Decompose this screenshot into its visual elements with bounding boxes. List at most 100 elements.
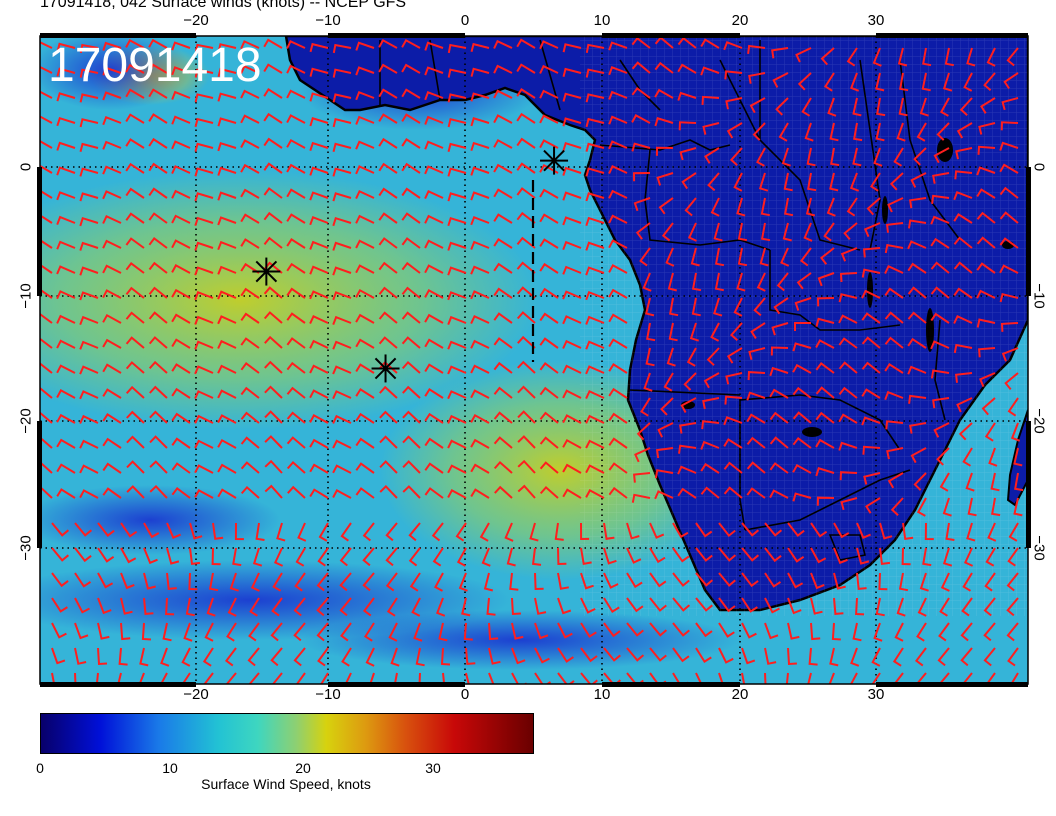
wind-barb — [608, 387, 628, 399]
wind-barb — [138, 672, 145, 684]
wind-barb — [56, 67, 76, 77]
wind-barb — [944, 47, 954, 67]
wind-barb — [273, 547, 284, 567]
wind-barb — [656, 172, 674, 186]
wind-barb — [879, 547, 891, 566]
wind-barb — [143, 522, 160, 539]
wind-barb — [74, 647, 87, 665]
wind-barb — [102, 388, 122, 399]
wind-barb — [976, 236, 996, 249]
wind-barb — [938, 672, 950, 684]
wind-barb — [631, 493, 651, 503]
wind-barb — [838, 361, 858, 374]
wind-barb — [355, 214, 375, 224]
wind-barb — [79, 192, 99, 202]
wind-barb — [852, 147, 862, 167]
wind-barb — [828, 672, 835, 684]
wind-barb — [470, 339, 490, 349]
wind-barb — [286, 312, 306, 324]
wind-barb — [833, 547, 848, 565]
wind-barb — [493, 361, 513, 374]
wind-barb — [40, 288, 53, 299]
wind-barb — [539, 114, 559, 124]
wind-barb — [102, 462, 122, 474]
wind-barb — [424, 41, 444, 51]
wind-barb — [424, 115, 444, 125]
wind-barb — [608, 140, 628, 150]
wind-barb — [815, 438, 835, 449]
wind-barb — [171, 239, 191, 249]
wind-barb — [672, 547, 690, 563]
wind-barb — [999, 264, 1019, 274]
wind-barb — [362, 522, 375, 542]
wind-barb — [666, 347, 676, 367]
wind-barb — [341, 647, 352, 667]
wind-barb — [378, 162, 398, 174]
wind-barb — [465, 647, 476, 665]
wind-barb — [194, 117, 214, 128]
wind-barb — [79, 291, 99, 301]
wind-barb — [309, 216, 329, 226]
wind-barb — [148, 38, 168, 49]
wind-barb — [56, 413, 76, 424]
wind-barb — [910, 172, 927, 188]
wind-barb — [286, 337, 306, 349]
wind-barb — [797, 72, 812, 91]
wind-barb — [635, 222, 651, 240]
wind-barb — [362, 547, 375, 567]
colorbar-tick: 10 — [162, 760, 178, 776]
wind-barb — [401, 360, 421, 374]
wind-barb — [227, 597, 237, 617]
wind-barb — [148, 212, 168, 224]
wind-barb — [74, 522, 93, 537]
wind-barb — [585, 142, 605, 152]
wind-barb — [783, 172, 793, 192]
date-stamp: 17091418 — [48, 39, 262, 92]
wind-barb — [286, 163, 306, 174]
wind-barb — [363, 597, 375, 617]
wind-barb — [217, 43, 237, 53]
wind-barb — [506, 547, 516, 567]
wind-barb — [580, 647, 598, 663]
wind-barb — [493, 64, 513, 74]
wind-barb — [494, 485, 513, 499]
lat-tick-label: −20 — [17, 408, 35, 434]
wind-barb — [736, 272, 746, 292]
wind-barb — [815, 467, 835, 477]
wind-barb — [166, 547, 180, 565]
wind-barb — [40, 238, 53, 249]
wind-barb — [633, 472, 651, 483]
wind-barb — [40, 90, 53, 99]
wind-barb — [516, 286, 536, 299]
wind-barb — [701, 420, 720, 430]
wind-barb — [534, 622, 549, 640]
wind-barb — [166, 522, 181, 540]
wind-barb — [188, 572, 198, 591]
wind-maximum-zone — [40, 170, 540, 430]
wind-barb — [226, 622, 237, 642]
wind-barb — [626, 572, 643, 589]
wind-barb — [839, 471, 858, 481]
wind-barb — [470, 265, 490, 275]
wind-barb — [807, 172, 817, 192]
wind-barb — [126, 485, 145, 499]
wind-barb — [171, 189, 191, 199]
wind-barb — [263, 211, 283, 224]
wind-barb — [962, 447, 973, 467]
wind-barb — [286, 386, 306, 399]
wind-barb — [171, 338, 191, 349]
wind-barb — [723, 461, 743, 474]
wind-barb — [557, 647, 574, 663]
wind-barb — [517, 484, 536, 499]
wind-barb — [332, 390, 352, 400]
wind-barb — [634, 447, 651, 463]
wind-barb — [171, 66, 191, 76]
wind-barb — [378, 38, 398, 49]
wind-barb — [917, 597, 927, 617]
wind-barb — [97, 622, 110, 640]
wind-barb — [792, 492, 812, 502]
wind-barb — [631, 142, 651, 152]
wind-barb — [516, 38, 536, 49]
wind-barb — [79, 390, 99, 400]
wind-barb — [976, 262, 996, 274]
